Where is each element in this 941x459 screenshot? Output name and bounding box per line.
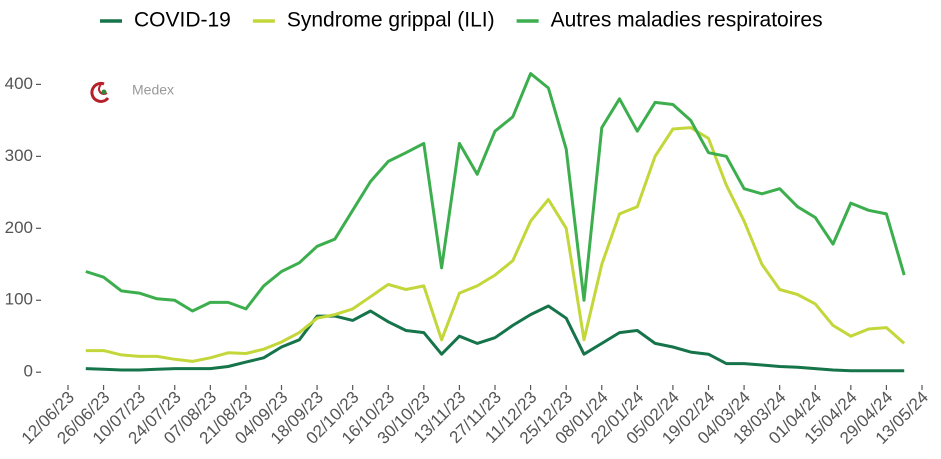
legend-label: COVID-19	[134, 9, 231, 32]
y-tick-label: 100	[5, 290, 33, 309]
legend-label: Autres maladies respiratoires	[551, 9, 823, 32]
y-tick-label: 300	[5, 146, 33, 165]
series-line	[85, 304, 905, 373]
logo: Medex	[90, 81, 174, 103]
series-line	[85, 126, 906, 363]
logo-dot	[101, 89, 107, 95]
legend-label: Syndrome grippal (ILI)	[287, 9, 495, 32]
logo-icon	[90, 81, 110, 103]
y-tick-label: 200	[5, 218, 33, 237]
y-tick-label: 400	[5, 74, 33, 93]
logo-text: Medex	[132, 82, 174, 98]
series-line	[85, 72, 906, 313]
y-tick-label: 0	[24, 362, 33, 381]
